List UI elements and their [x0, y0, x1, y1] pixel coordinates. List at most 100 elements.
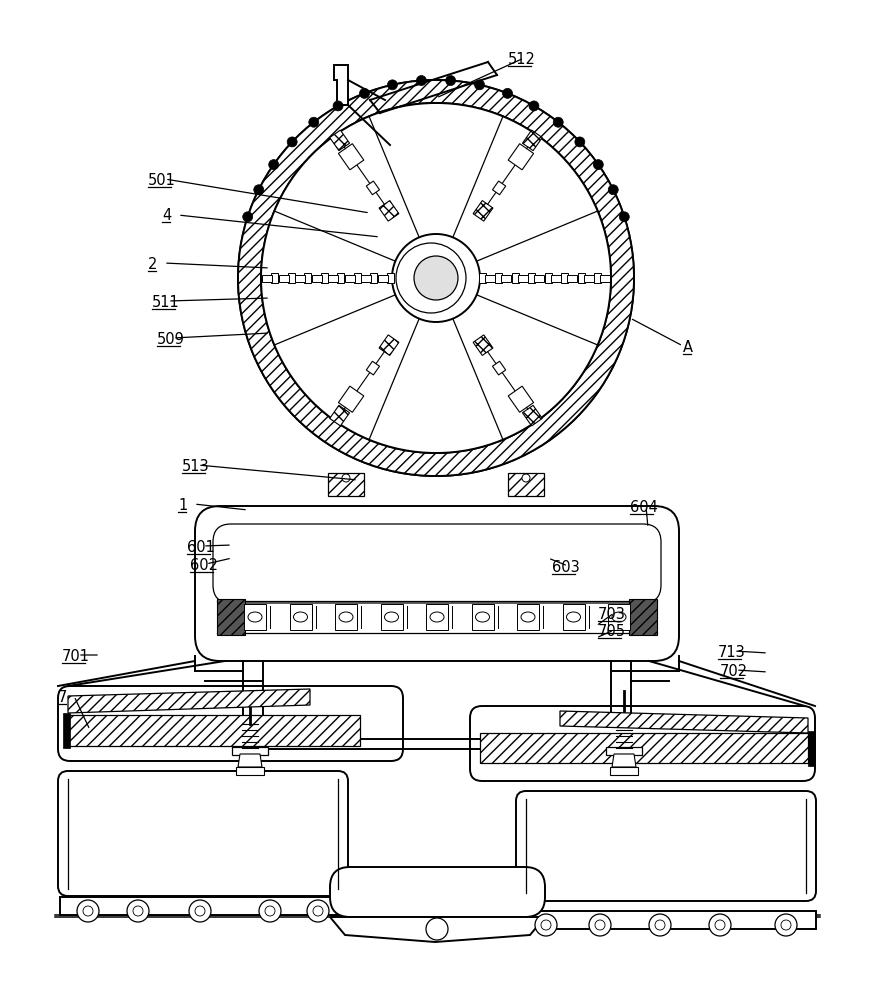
Ellipse shape	[567, 612, 581, 622]
Text: 501: 501	[148, 173, 176, 188]
Circle shape	[387, 80, 398, 90]
Ellipse shape	[339, 612, 353, 622]
Polygon shape	[495, 273, 502, 283]
Text: 513: 513	[182, 459, 209, 474]
FancyBboxPatch shape	[470, 706, 815, 781]
Bar	[608, 604, 630, 630]
Bar	[335, 604, 357, 630]
Text: 705: 705	[598, 624, 626, 639]
Circle shape	[446, 76, 456, 86]
FancyBboxPatch shape	[330, 867, 545, 917]
Polygon shape	[295, 274, 305, 282]
Polygon shape	[378, 274, 387, 282]
Circle shape	[127, 900, 149, 922]
Polygon shape	[379, 201, 399, 221]
Bar	[472, 604, 494, 630]
Polygon shape	[68, 689, 310, 713]
Polygon shape	[334, 65, 348, 105]
Circle shape	[593, 160, 603, 170]
Polygon shape	[338, 144, 364, 170]
Circle shape	[396, 243, 466, 313]
Circle shape	[265, 906, 275, 916]
Bar	[517, 604, 539, 630]
Polygon shape	[344, 274, 355, 282]
Circle shape	[595, 920, 605, 930]
Circle shape	[715, 920, 725, 930]
Text: 713: 713	[718, 645, 746, 660]
Bar	[516, 911, 816, 929]
Circle shape	[254, 185, 263, 195]
Circle shape	[189, 900, 211, 922]
Polygon shape	[583, 274, 594, 282]
Circle shape	[649, 914, 671, 936]
FancyBboxPatch shape	[195, 506, 679, 661]
Polygon shape	[508, 386, 534, 412]
Polygon shape	[379, 335, 399, 355]
Polygon shape	[311, 274, 322, 282]
Polygon shape	[304, 273, 311, 283]
Polygon shape	[485, 274, 494, 282]
Polygon shape	[337, 273, 344, 283]
Circle shape	[619, 212, 630, 222]
Circle shape	[238, 80, 634, 476]
Circle shape	[502, 88, 513, 98]
Polygon shape	[550, 274, 561, 282]
Polygon shape	[330, 130, 350, 151]
Text: 1: 1	[178, 498, 187, 513]
Polygon shape	[330, 917, 545, 942]
Polygon shape	[493, 361, 506, 375]
Polygon shape	[328, 473, 364, 496]
Polygon shape	[328, 274, 338, 282]
Polygon shape	[612, 754, 636, 767]
Circle shape	[426, 918, 448, 940]
Polygon shape	[386, 273, 393, 283]
Circle shape	[342, 474, 350, 482]
Circle shape	[133, 906, 143, 916]
Circle shape	[416, 76, 426, 86]
Text: 604: 604	[630, 500, 657, 515]
Circle shape	[775, 914, 797, 936]
Polygon shape	[366, 361, 379, 375]
Text: 7: 7	[58, 690, 67, 705]
Text: 701: 701	[62, 649, 90, 664]
Text: 512: 512	[508, 52, 536, 67]
Polygon shape	[560, 711, 808, 733]
Text: 702: 702	[720, 664, 748, 679]
Polygon shape	[567, 274, 577, 282]
Polygon shape	[493, 181, 506, 195]
Polygon shape	[508, 473, 544, 496]
Bar	[236, 767, 264, 775]
Circle shape	[609, 185, 618, 195]
Bar	[606, 747, 642, 755]
Circle shape	[287, 137, 297, 147]
Circle shape	[195, 906, 205, 916]
Ellipse shape	[385, 612, 399, 622]
Polygon shape	[361, 274, 371, 282]
Bar	[380, 604, 403, 630]
Polygon shape	[321, 273, 328, 283]
Bar	[244, 604, 266, 630]
Polygon shape	[473, 335, 493, 355]
Polygon shape	[629, 599, 657, 635]
FancyBboxPatch shape	[213, 524, 661, 603]
Polygon shape	[534, 274, 544, 282]
Polygon shape	[366, 181, 379, 195]
Polygon shape	[473, 201, 493, 221]
Circle shape	[655, 920, 665, 930]
Circle shape	[709, 914, 731, 936]
Bar	[232, 747, 268, 755]
Polygon shape	[278, 274, 289, 282]
Ellipse shape	[521, 612, 535, 622]
Polygon shape	[271, 273, 278, 283]
Circle shape	[261, 103, 611, 453]
Circle shape	[307, 900, 329, 922]
Circle shape	[269, 160, 279, 170]
Text: 703: 703	[598, 607, 626, 622]
Text: 602: 602	[190, 558, 218, 573]
Circle shape	[781, 920, 791, 930]
Text: 509: 509	[157, 332, 185, 347]
Ellipse shape	[248, 612, 262, 622]
Polygon shape	[517, 274, 528, 282]
Polygon shape	[522, 130, 542, 151]
Bar	[610, 767, 638, 775]
